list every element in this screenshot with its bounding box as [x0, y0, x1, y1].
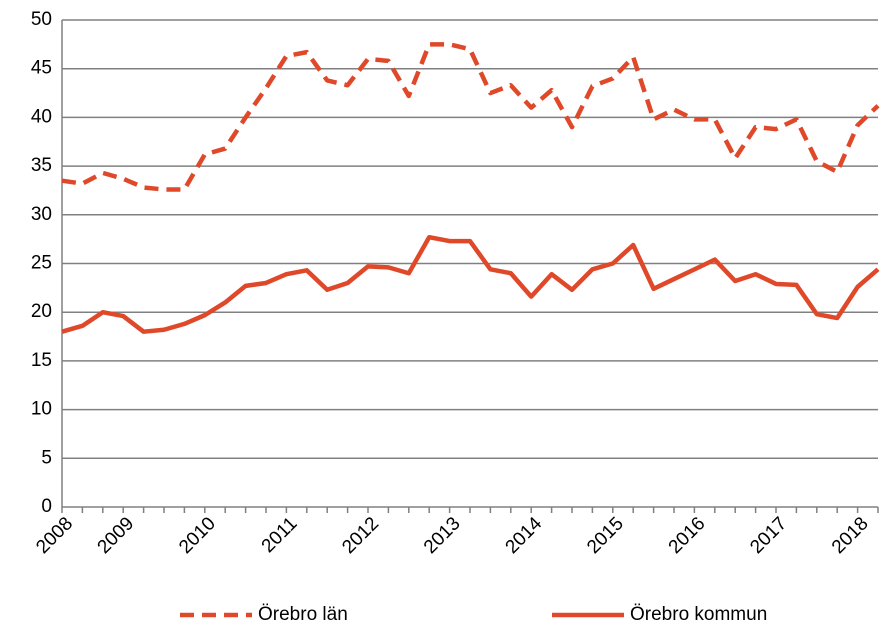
x-tick-label: 2014 [502, 513, 547, 558]
series-line [61, 234, 880, 334]
x-tick-label: 2011 [258, 513, 302, 557]
x-tick-label: 2012 [338, 513, 383, 558]
y-tick-label: 5 [41, 447, 52, 468]
y-tick-label: 35 [31, 155, 52, 176]
y-tick-label: 45 [31, 58, 52, 79]
x-tick-label: 2017 [746, 513, 791, 558]
y-tick-label: 40 [31, 106, 52, 127]
y-tick-label: 20 [31, 301, 52, 322]
y-tick-label: 25 [31, 253, 52, 274]
x-tick-label: 2009 [94, 513, 139, 558]
legend-label: Örebro län [258, 604, 348, 625]
x-tick-label: 2016 [665, 513, 710, 558]
y-tick-label: 10 [31, 399, 52, 420]
x-tick-label: 2010 [175, 513, 220, 558]
legend-label: Örebro kommun [630, 604, 767, 625]
series-line [61, 42, 880, 192]
y-tick-label: 30 [31, 204, 52, 225]
x-tick-label: 2015 [583, 513, 628, 558]
y-tick-label: 0 [41, 496, 52, 517]
y-tick-label: 50 [31, 9, 52, 30]
x-tick-label: 2008 [32, 513, 77, 558]
y-tick-label: 15 [31, 350, 52, 371]
x-tick-label: 2013 [420, 513, 465, 558]
x-tick-label: 2018 [828, 513, 873, 558]
